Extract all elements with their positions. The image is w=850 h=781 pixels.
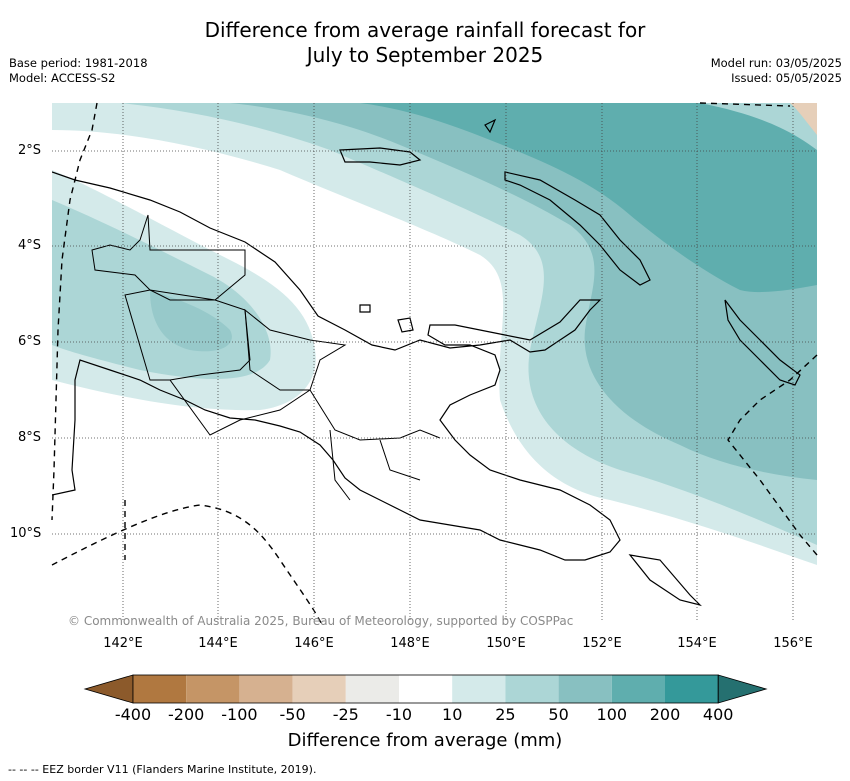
colorbar-tick-label: 400 bbox=[702, 705, 734, 724]
colorbar-segment bbox=[239, 675, 293, 703]
border-central bbox=[309, 389, 441, 441]
bougainville-coast bbox=[724, 299, 801, 386]
contour-west-50 bbox=[150, 290, 232, 352]
colorbar-outline bbox=[132, 674, 719, 704]
lon-tick-142e: 142°E bbox=[103, 636, 143, 651]
colorbar-segment bbox=[452, 675, 506, 703]
colorbar-arrow-high bbox=[717, 674, 768, 704]
lon-tick-150e: 150°E bbox=[486, 636, 526, 651]
lon-tick-146e: 146°E bbox=[294, 636, 334, 651]
colorbar-segment bbox=[345, 675, 399, 703]
lat-tick-10s: 10°S bbox=[10, 526, 42, 541]
run-info: Model run: 03/05/2025 Issued: 05/05/2025 bbox=[711, 56, 842, 86]
colorbar-tick-label: -200 bbox=[168, 705, 205, 724]
lon-tick-154e: 154°E bbox=[677, 636, 717, 651]
contour-ne-corner bbox=[790, 103, 817, 135]
colorbar-tick-label: -50 bbox=[279, 705, 306, 724]
lat-tick-8s: 8°S bbox=[18, 430, 42, 445]
colorbar-tick-label: -10 bbox=[385, 705, 413, 724]
border-gulf bbox=[169, 379, 311, 436]
island-1 bbox=[397, 317, 414, 333]
lon-tick-156e: 156°E bbox=[773, 636, 813, 651]
eez-west bbox=[51, 102, 98, 521]
colorbar-arrow-low bbox=[83, 674, 134, 704]
colorbar-tick-label: 25 bbox=[495, 705, 516, 724]
eez-south bbox=[51, 504, 323, 626]
colorbar-tick-label: -400 bbox=[114, 705, 152, 724]
colorbar-segment bbox=[558, 675, 612, 703]
lat-tick-6s: 6°S bbox=[18, 334, 42, 349]
colorbar-tick-label: 50 bbox=[548, 705, 569, 724]
eez-east bbox=[727, 354, 818, 556]
colorbar-segment bbox=[186, 675, 240, 703]
colorbar-tick-label: 100 bbox=[596, 705, 628, 724]
copyright-notice: © Commonwealth of Australia 2025, Bureau… bbox=[68, 614, 574, 628]
lon-tick-144e: 144°E bbox=[198, 636, 238, 651]
new-britain-coast bbox=[504, 171, 651, 286]
rainfall-contours bbox=[52, 103, 817, 620]
lat-tick-2s: 2°S bbox=[18, 143, 42, 158]
border-sandaun bbox=[91, 214, 246, 301]
colorbar bbox=[83, 674, 768, 704]
colorbar-segment bbox=[665, 675, 719, 703]
colorbar-tick-label: 200 bbox=[649, 705, 681, 724]
lon-tick-148e: 148°E bbox=[390, 636, 430, 651]
colorbar-segment bbox=[133, 675, 187, 703]
colorbar-tick-label: -25 bbox=[332, 705, 359, 724]
contour-far-ne bbox=[700, 103, 817, 150]
border-oro bbox=[379, 439, 421, 481]
model-run: Model run: 03/05/2025 bbox=[710, 56, 842, 70]
colorbar-tick-label: 10 bbox=[442, 705, 463, 724]
title-line-1: Difference from average rainfall forecas… bbox=[204, 18, 646, 42]
map-title: Difference from average rainfall forecas… bbox=[0, 18, 850, 68]
model-name: Model: ACCESS-S2 bbox=[9, 71, 116, 85]
colorbar-segment bbox=[505, 675, 559, 703]
model-info: Base period: 1981-2018 Model: ACCESS-S2 bbox=[9, 56, 148, 86]
title-line-2: July to September 2025 bbox=[306, 43, 544, 67]
colorbar-title: Difference from average (mm) bbox=[287, 730, 563, 751]
colorbar-segment bbox=[611, 675, 665, 703]
lat-tick-4s: 4°S bbox=[18, 238, 42, 253]
lon-tick-152e: 152°E bbox=[582, 636, 622, 651]
issued-date: Issued: 05/05/2025 bbox=[731, 71, 842, 85]
eez-footnote: -- -- -- EEZ border V11 (Flanders Marine… bbox=[8, 763, 317, 776]
island-3 bbox=[628, 554, 702, 607]
manus-coast bbox=[484, 118, 497, 134]
contour-100-200 bbox=[360, 103, 817, 293]
province-borders bbox=[91, 214, 441, 501]
border-highlands bbox=[244, 308, 347, 391]
base-period: Base period: 1981-2018 bbox=[9, 56, 148, 70]
colorbar-segment bbox=[399, 675, 453, 703]
new-ireland-coast bbox=[339, 147, 422, 166]
colorbar-segment bbox=[292, 675, 346, 703]
map-gridlines bbox=[52, 103, 817, 620]
coastlines bbox=[52, 118, 801, 607]
eez-borders bbox=[51, 102, 818, 626]
border-western bbox=[124, 289, 251, 381]
new-guinea-coast bbox=[52, 171, 621, 561]
colorbar-tick-label: -100 bbox=[221, 705, 258, 724]
island-2 bbox=[359, 304, 371, 313]
border-morobe bbox=[329, 429, 351, 501]
eez-ne bbox=[699, 102, 791, 107]
